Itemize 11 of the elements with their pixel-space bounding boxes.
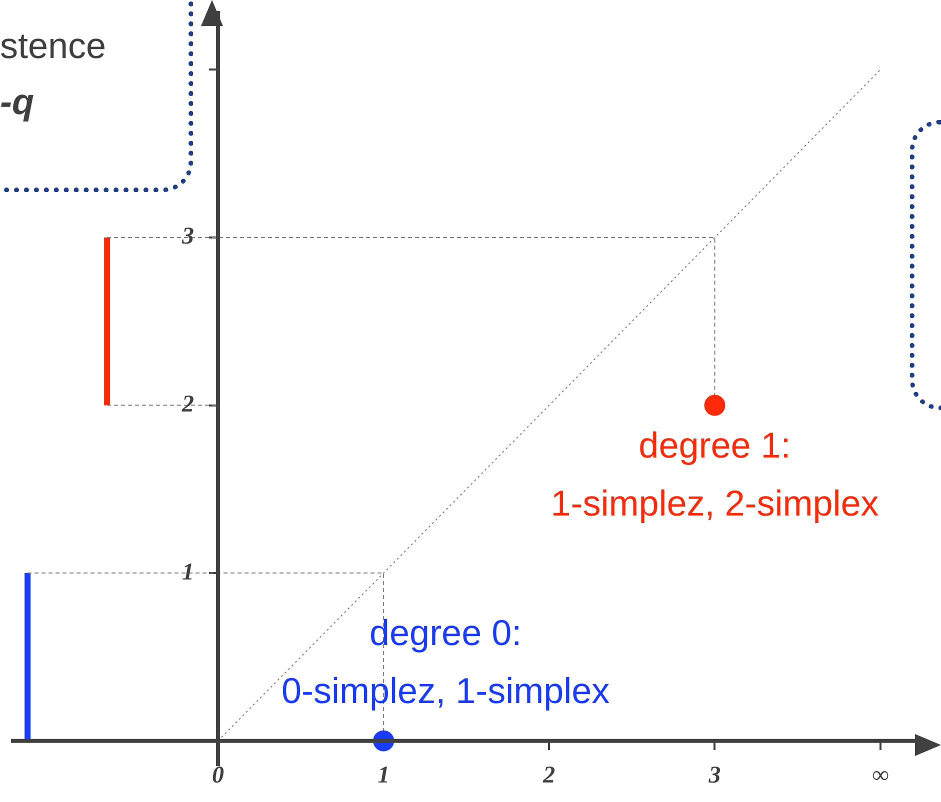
x-tick-label: 0 bbox=[212, 762, 224, 788]
x-tick-label: 3 bbox=[708, 762, 721, 788]
y-tick-label: 2 bbox=[180, 391, 194, 418]
x-tick-label: ∞ bbox=[872, 762, 889, 788]
annotation: degree 1: 1-simplez, 2-simplex bbox=[550, 424, 879, 524]
annotation: -q bbox=[0, 80, 35, 124]
x-tick-label: 1 bbox=[378, 762, 390, 788]
x-tick-label: 2 bbox=[542, 762, 556, 788]
y-tick-label: 3 bbox=[180, 224, 194, 250]
annotation: degree 0: 0-simplez, 1-simplex bbox=[282, 612, 610, 711]
annotation: stence bbox=[0, 24, 106, 68]
